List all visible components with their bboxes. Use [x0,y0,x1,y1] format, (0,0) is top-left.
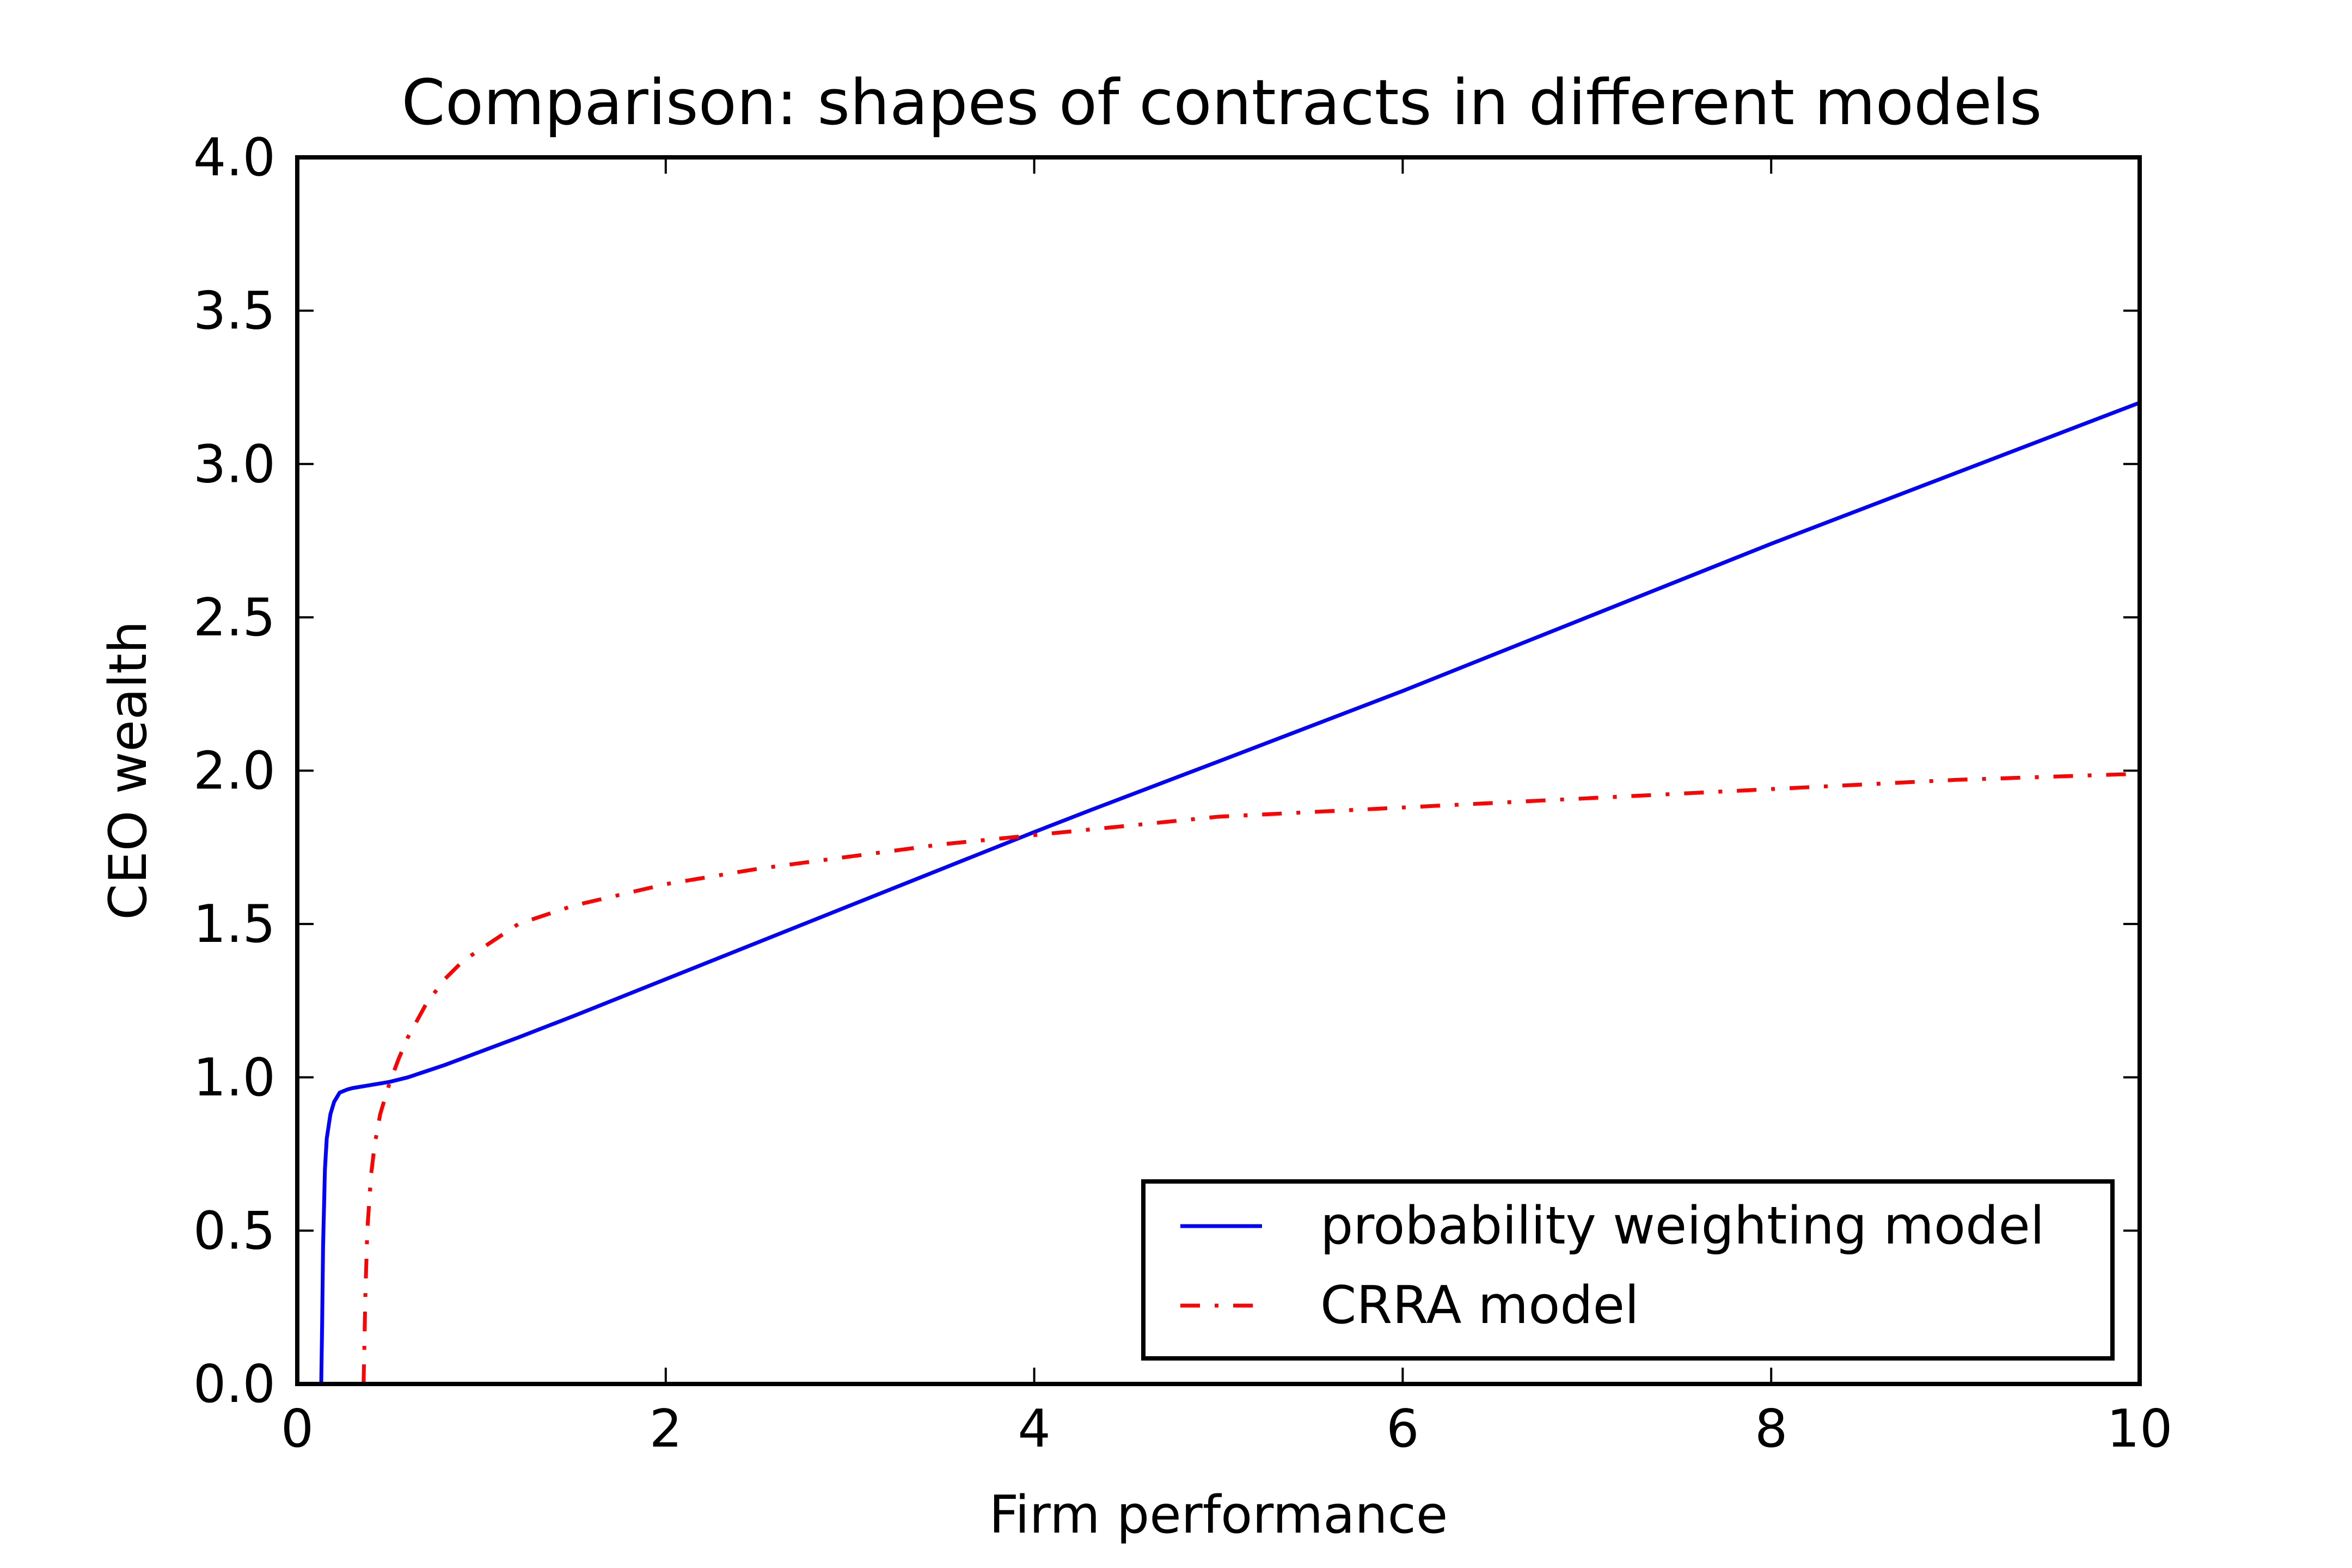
y-tick-label: 0.5 [193,1201,275,1261]
y-tick-label: 4.0 [193,128,275,188]
y-tick-label: 2.0 [193,742,275,801]
axes-frame [295,155,2142,1386]
x-tick-label: 2 [650,1399,682,1459]
y-tick-label: 1.5 [193,895,275,954]
y-tick-label: 2.5 [193,588,275,648]
legend-box [1141,1179,2115,1361]
series-line-probability-weighting-model [319,401,2140,1384]
y-tick-label: 3.0 [193,434,275,494]
x-tick-label: 8 [1755,1399,1787,1459]
legend-label-crra-model: CRRA model [1320,1276,1639,1336]
axis-ticks: 0 2 4 6 8 10 0.0 0.5 1.0 1.5 2.0 2.5 3.0 3.5 4.0 [193,128,2173,1459]
x-tick-label: 4 [1018,1399,1050,1459]
x-axis-label: Firm performance [989,1485,1448,1545]
y-axis-label: CEO wealth [99,621,158,920]
plot-area [319,401,2140,1384]
chart-title: Comparison: shapes of contracts in diffe… [401,66,2042,139]
legend: probability weighting model CRRA model [1141,1179,2115,1361]
y-tick-label: 0.0 [193,1355,275,1414]
y-tick-label: 1.0 [193,1048,275,1108]
y-tick-label: 3.5 [193,281,275,341]
x-tick-label: 10 [2107,1399,2173,1459]
x-tick-label: 6 [1386,1399,1419,1459]
legend-label-probability-weighting-model: probability weighting model [1320,1196,2044,1256]
x-tick-label: 0 [281,1399,314,1459]
